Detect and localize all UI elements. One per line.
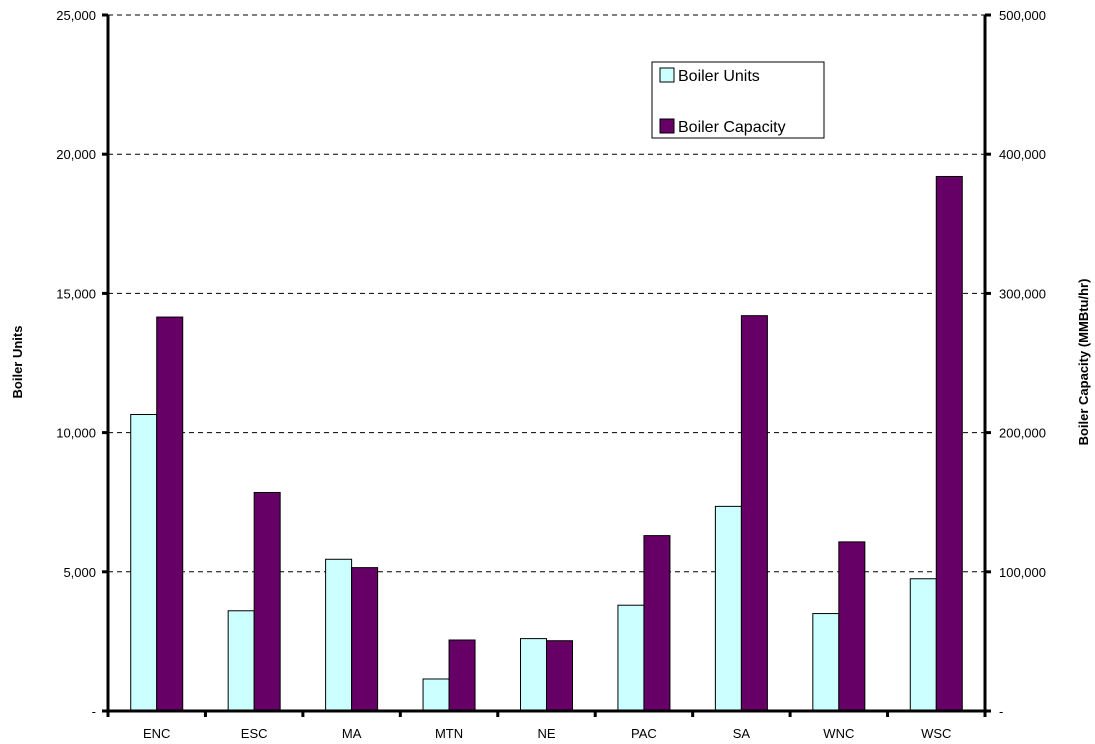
bar-boiler-capacity-wnc [838,541,866,712]
y2-tick-label: - [999,704,1003,719]
bar-boiler-capacity-esc [253,491,281,712]
bar-boiler-units-ma [325,558,353,712]
y-tick-label: 5,000 [63,565,96,580]
x-tick-label: ENC [143,726,170,741]
x-tick-label: WSC [921,726,951,741]
bar-boiler-capacity-pac [643,535,671,712]
bar-boiler-capacity-ne [546,640,573,712]
y-tick-label: - [92,704,96,719]
y2-tick-label: 100,000 [999,565,1046,580]
bar-boiler-capacity-mtn [448,639,476,712]
x-tick-label: MA [342,726,362,741]
bar-boiler-units-ne [520,638,547,712]
y-axis-title: Boiler Units [10,326,25,399]
y2-tick-label: 300,000 [999,286,1046,301]
bar-boiler-capacity-enc [156,316,184,712]
tick-labels: - - 5,000 100,000 10,000 200,000 15,000 300,000… [56,8,1046,741]
legend-box [651,61,825,139]
y2-tick-label: 500,000 [999,8,1046,23]
y-tick-label: 20,000 [56,147,96,162]
y-tick-label: 25,000 [56,8,96,23]
bar-boiler-units-mtn [422,678,450,712]
axes [102,13,991,717]
legend-swatch-boiler-capacity [659,118,675,134]
x-tick-label: ESC [241,726,268,741]
bar-boiler-capacity-ma [351,567,379,712]
y2-tick-label: 400,000 [999,147,1046,162]
bar-boiler-units-wnc [812,613,840,712]
x-tick-label: SA [733,726,751,741]
gridlines [108,14,985,573]
y-tick-label: 15,000 [56,286,96,301]
x-tick-label: MTN [435,726,463,741]
y-tick-label: 10,000 [56,426,96,441]
x-tick-label: NE [537,726,555,741]
y2-tick-label: 200,000 [999,426,1046,441]
bar-boiler-units-wsc [909,578,937,712]
bar-boiler-units-enc [130,414,158,712]
bars [130,175,963,712]
legend: Boiler Units Boiler Capacity [651,61,825,139]
bar-boiler-capacity-wsc [935,175,963,712]
bar-boiler-units-esc [227,610,255,712]
x-tick-label: PAC [631,726,657,741]
bar-boiler-capacity-sa [740,315,768,712]
legend-swatch-boiler-units [659,67,675,83]
bar-boiler-units-sa [714,505,742,712]
bar-boiler-units-pac [617,604,645,712]
legend-label-boiler-units: Boiler Units [678,68,760,85]
y2-axis-title: Boiler Capacity (MMBtu/hr) [1076,279,1091,446]
x-tick-label: WNC [823,726,854,741]
legend-label-boiler-capacity: Boiler Capacity [678,119,786,136]
